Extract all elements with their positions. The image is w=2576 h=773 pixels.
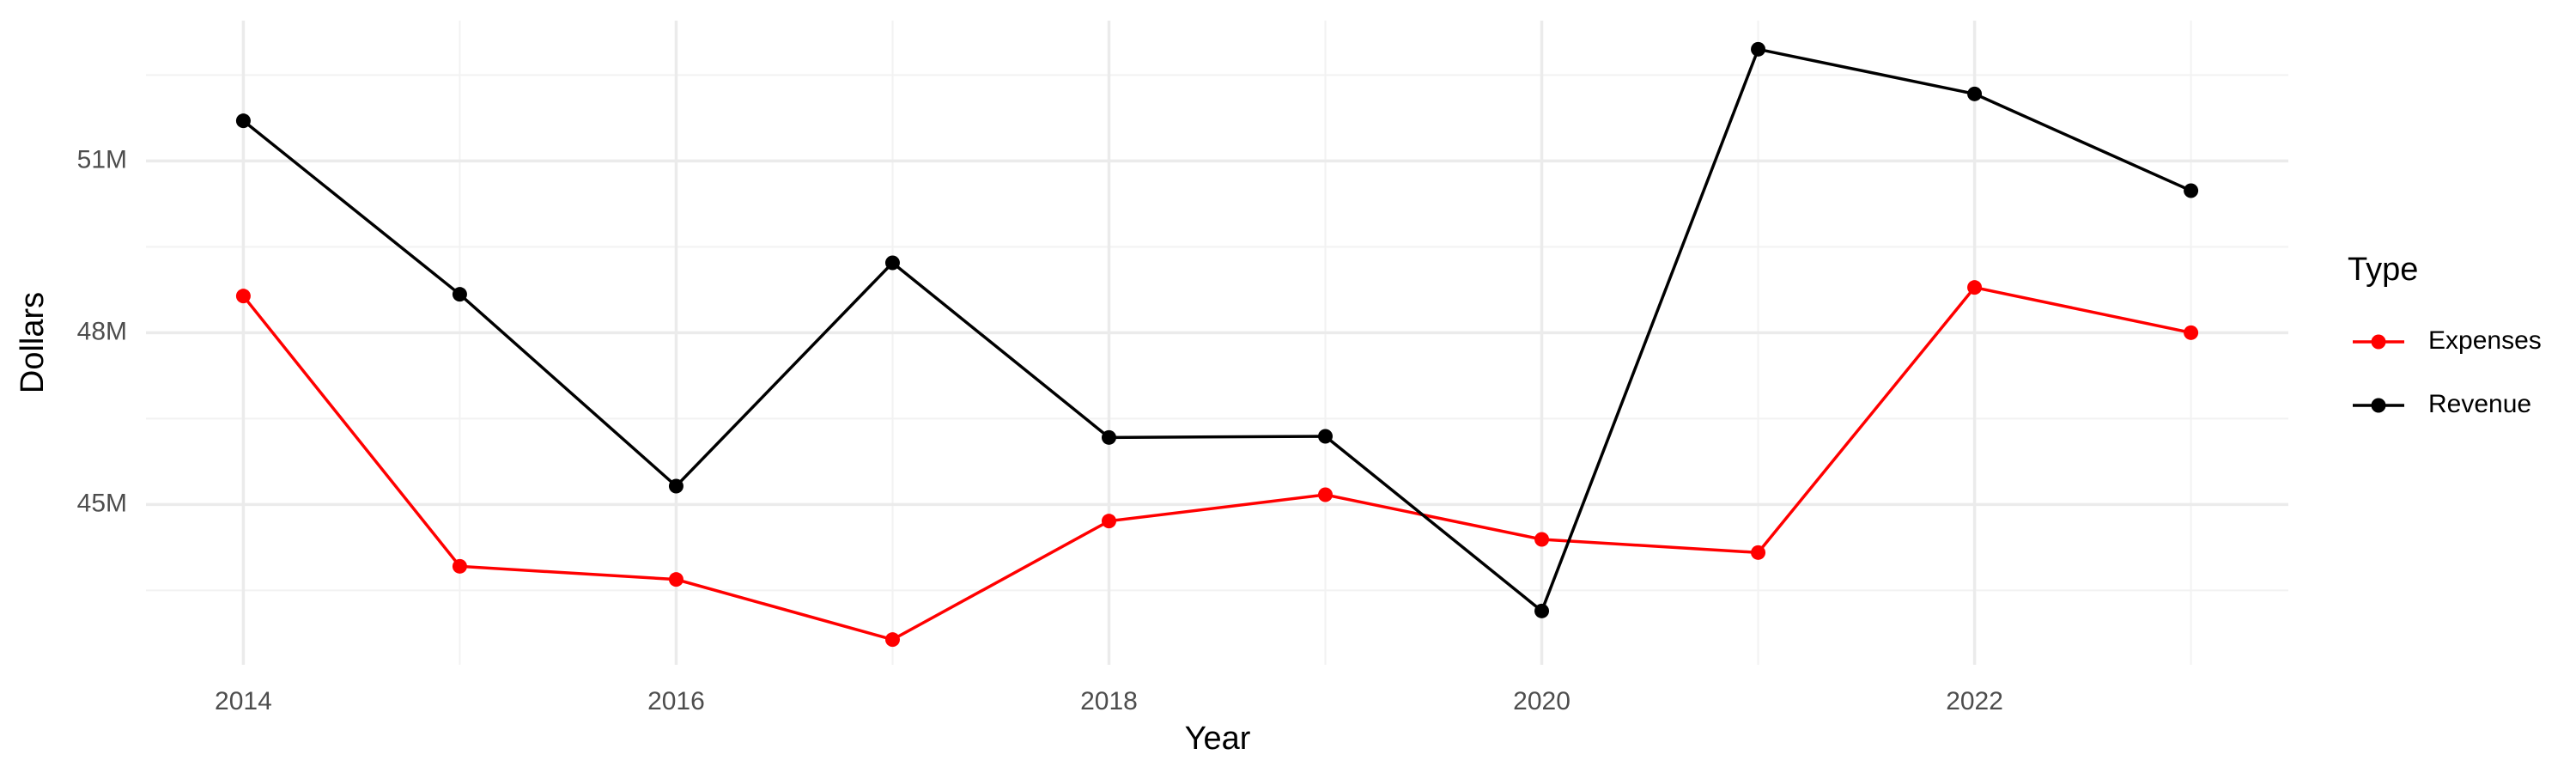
data-point [1101,429,1116,445]
legend-title: Type [2348,252,2418,288]
data-point [884,255,900,271]
data-point [1534,532,1550,547]
data-point [1318,487,1334,502]
x-tick-label: 2014 [215,687,272,715]
data-point [2184,183,2199,198]
data-point [1967,86,1983,101]
data-point [1101,514,1116,529]
data-point [235,113,251,129]
x-tick-label: 2016 [647,687,705,715]
data-point [452,558,467,574]
data-point [2184,325,2199,340]
legend-label: Expenses [2428,326,2542,355]
y-tick-label: 48M [77,317,127,345]
x-tick-label: 2022 [1946,687,2003,715]
data-point [1318,429,1334,444]
legend-key-point [2371,334,2386,350]
y-tick-label: 51M [77,145,127,173]
plot-marks [235,41,2199,648]
x-tick-label: 2018 [1080,687,1138,715]
series-line [242,285,2191,642]
data-point [884,632,900,648]
data-point [235,289,251,304]
series-line [242,47,2192,614]
x-tick-label: 2020 [1513,687,1571,715]
y-axis-title: Dollars [15,292,51,393]
data-point [1534,603,1550,618]
data-point [452,287,467,302]
legend-key-point [2371,398,2386,413]
data-point [668,478,683,494]
data-point [1751,41,1766,57]
data-point [668,572,683,587]
data-point [1751,545,1766,560]
legend: Type Expenses Revenue [2348,252,2542,418]
x-axis-title: Year [1185,721,1251,757]
data-point [1967,280,1983,295]
legend-label: Revenue [2428,390,2531,418]
y-tick-label: 45M [77,489,127,517]
